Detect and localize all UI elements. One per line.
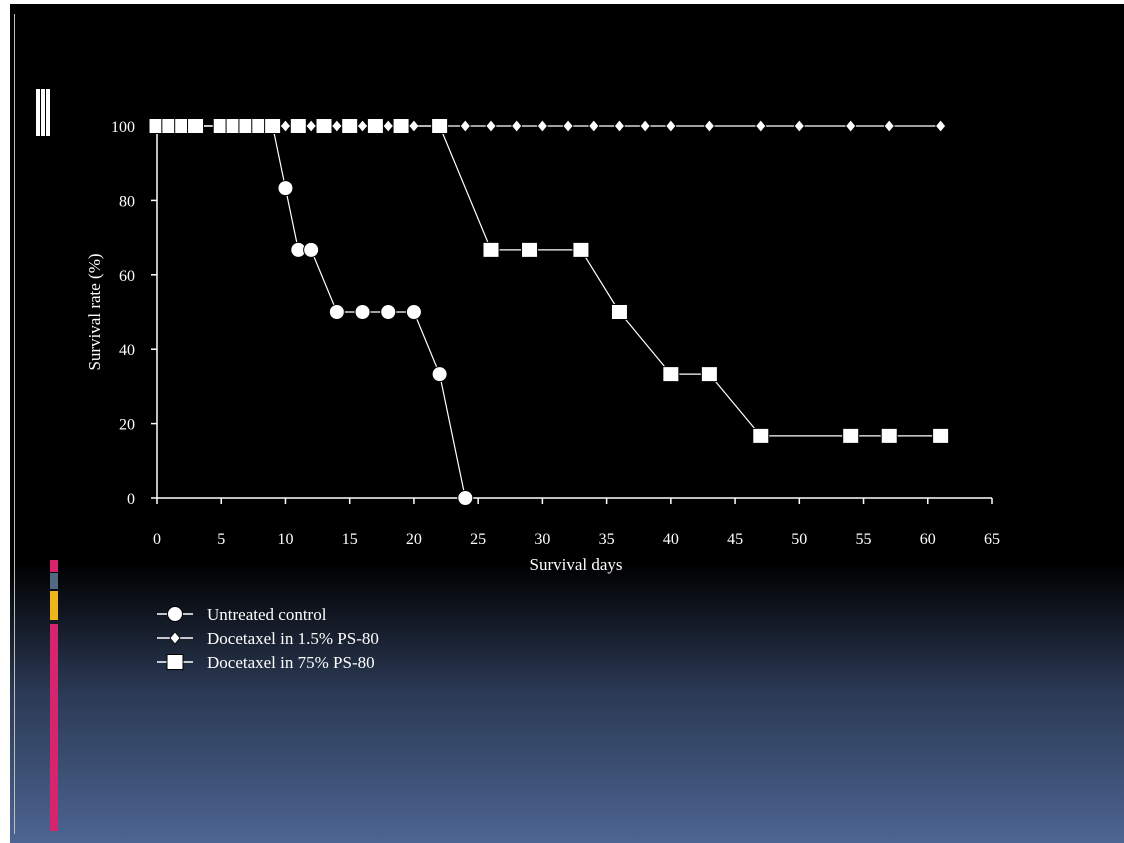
series-point — [431, 118, 449, 134]
left-border-line — [14, 14, 15, 834]
series-point — [341, 118, 359, 134]
series-point — [700, 366, 718, 383]
series-point — [328, 304, 345, 320]
series-point — [752, 427, 770, 444]
legend-item: Untreated control — [157, 605, 327, 624]
series-point — [303, 241, 320, 258]
series-point — [315, 118, 333, 134]
legend-marker — [167, 606, 183, 622]
series-point — [482, 241, 500, 258]
y-tick-label: 20 — [119, 417, 135, 434]
legend-label: Docetaxel in 75% PS-80 — [207, 653, 375, 672]
x-tick-label: 65 — [984, 531, 1000, 548]
series-point — [405, 304, 422, 320]
series-point — [639, 119, 651, 133]
series-point — [588, 119, 600, 133]
y-axis-title: Survival rate (%) — [85, 253, 104, 370]
x-tick-label: 20 — [406, 531, 422, 548]
series-point — [277, 180, 294, 197]
x-tick-label: 50 — [791, 531, 807, 548]
y-tick-label: 0 — [127, 491, 135, 508]
series-point — [380, 304, 397, 320]
series-point — [842, 427, 860, 444]
x-tick-label: 30 — [534, 531, 550, 548]
legend-item: Docetaxel in 75% PS-80 — [157, 653, 375, 672]
series-point — [459, 119, 471, 133]
series-layer — [148, 118, 950, 506]
y-tick-label: 40 — [119, 342, 135, 359]
x-tick-label: 10 — [277, 531, 293, 548]
corner-bar-1 — [36, 89, 40, 136]
series-point — [536, 119, 548, 133]
series-point — [935, 119, 947, 133]
corner-bar-2 — [41, 89, 45, 136]
series-3 — [148, 118, 950, 444]
series-point — [610, 304, 628, 320]
y-tick-label: 100 — [111, 119, 135, 136]
series-point — [883, 119, 895, 133]
x-tick-label: 0 — [153, 531, 161, 548]
x-tick-label: 60 — [920, 531, 936, 548]
x-tick-label: 35 — [599, 531, 615, 548]
legend-marker — [166, 654, 184, 670]
series-point — [366, 118, 384, 134]
legend-item: Docetaxel in 1.5% PS-80 — [157, 629, 379, 648]
series-point — [264, 118, 282, 134]
legend-label: Docetaxel in 1.5% PS-80 — [207, 629, 379, 648]
series-point — [613, 119, 625, 133]
series-point — [880, 427, 898, 444]
series-point — [562, 119, 574, 133]
legend-marker — [169, 631, 181, 645]
x-tick-label: 5 — [217, 531, 225, 548]
series-point — [354, 304, 371, 320]
series-point — [392, 118, 410, 134]
series-point — [431, 366, 448, 383]
x-tick-label: 55 — [856, 531, 872, 548]
accent-bar-magenta-top — [50, 560, 58, 572]
series-1 — [149, 118, 474, 506]
accent-bar-gold — [50, 591, 58, 620]
chart-axes: 0 5 10 15 20 25 30 35 40 45 50 55 60 65 0 20 40 60 80 100 — [111, 119, 1000, 548]
x-tick-label: 40 — [663, 531, 679, 548]
series-line — [157, 125, 941, 437]
accent-bar-slate — [50, 573, 58, 589]
x-tick-label: 45 — [727, 531, 743, 548]
series-point — [457, 490, 474, 506]
x-axis-title: Survival days — [529, 555, 622, 574]
series-point — [845, 119, 857, 133]
y-tick-label: 60 — [119, 268, 135, 285]
series-point — [932, 427, 950, 444]
x-tick-label: 15 — [342, 531, 358, 548]
series-point — [793, 119, 805, 133]
slide-background — [10, 4, 1124, 843]
accent-bar-magenta — [50, 624, 58, 831]
x-tick-label: 25 — [470, 531, 486, 548]
series-point — [187, 118, 205, 134]
series-point — [572, 241, 590, 258]
chart-legend: Untreated control Docetaxel in 1.5% PS-80… — [157, 605, 379, 672]
series-point — [665, 119, 677, 133]
series-point — [289, 118, 307, 134]
series-point — [511, 119, 523, 133]
series-point — [485, 119, 497, 133]
y-tick-label: 80 — [119, 193, 135, 210]
series-point — [662, 366, 680, 383]
series-point — [521, 241, 539, 258]
series-point — [755, 119, 767, 133]
series-point — [703, 119, 715, 133]
legend-label: Untreated control — [207, 605, 327, 624]
corner-bar-3 — [46, 89, 50, 136]
